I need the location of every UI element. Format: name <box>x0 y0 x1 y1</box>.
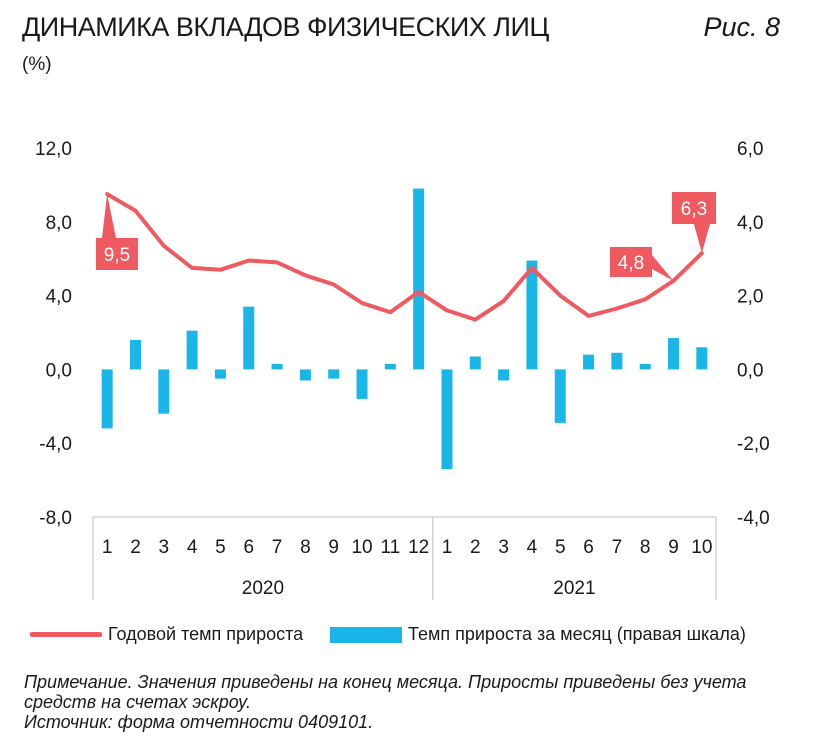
annotation-pointer <box>652 255 674 281</box>
y-right-tick-label: 2,0 <box>737 287 763 308</box>
footnote: Примечание. Значения приведены на конец … <box>24 672 794 732</box>
bar <box>668 338 680 370</box>
legend-item-line: Годовой темп прироста <box>30 624 303 645</box>
x-tick-label: 9 <box>668 537 679 558</box>
x-tick-label: 6 <box>583 537 594 558</box>
unit-label: (%) <box>22 54 52 75</box>
x-tick-label: 5 <box>215 537 226 558</box>
bar <box>583 354 595 370</box>
x-tick-label: 8 <box>300 537 311 558</box>
bar <box>611 352 623 370</box>
legend-bar-label: Темп прироста за месяц (правая шкала) <box>408 624 746 644</box>
x-tick-label: 10 <box>691 537 712 558</box>
bar <box>498 369 510 381</box>
bar <box>328 369 340 379</box>
bar <box>441 369 453 470</box>
bar <box>413 188 425 370</box>
chart-title: ДИНАМИКА ВКЛАДОВ ФИЗИЧЕСКИХ ЛИЦ <box>22 12 549 42</box>
legend-line-label: Годовой темп прироста <box>108 624 304 644</box>
x-tick-label: 6 <box>243 537 254 558</box>
bar <box>243 306 255 370</box>
x-tick-label: 2 <box>470 537 481 558</box>
x-tick-label: 8 <box>640 537 651 558</box>
x-tick-label: 9 <box>328 537 339 558</box>
x-tick-label: 1 <box>442 537 453 558</box>
footnote-line-1: Примечание. Значения приведены на конец … <box>24 672 747 692</box>
x-group-label: 2020 <box>242 578 284 599</box>
x-tick-label: 4 <box>527 537 538 558</box>
legend: Годовой темп прироста Темп прироста за м… <box>30 624 810 650</box>
x-tick-label: 7 <box>272 537 283 558</box>
footnote-line-2: средств на счетах эскроу. <box>24 692 251 712</box>
annotation-pointer <box>694 224 710 254</box>
annotation-box <box>672 192 716 224</box>
x-tick-label: 3 <box>498 537 509 558</box>
legend-line-swatch <box>30 632 102 637</box>
y-left-tick-label: 4,0 <box>46 287 72 308</box>
bar <box>186 330 198 370</box>
x-tick-label: 12 <box>408 537 429 558</box>
bar <box>384 363 396 370</box>
bar <box>214 369 226 379</box>
bar <box>101 369 113 429</box>
y-right-tick-label: -4,0 <box>737 508 770 529</box>
line-series <box>105 192 704 322</box>
y-right-tick-label: 0,0 <box>737 360 763 381</box>
legend-item-bar: Темп прироста за месяц (правая шкала) <box>330 624 746 645</box>
x-tick-label: 2 <box>130 537 141 558</box>
annotation-box <box>610 247 652 277</box>
x-group-label: 2021 <box>553 578 595 599</box>
bar <box>158 369 170 414</box>
x-tick-label: 11 <box>380 537 400 558</box>
annotation-pointer <box>102 194 116 238</box>
footnote-line-3: Источник: форма отчетности 0409101. <box>24 712 374 732</box>
x-tick-label: 10 <box>351 537 372 558</box>
bar <box>299 369 311 381</box>
bar <box>469 356 481 370</box>
x-tick-label: 7 <box>612 537 623 558</box>
bar <box>639 363 651 370</box>
bar <box>696 347 708 370</box>
x-tick-label: 1 <box>102 537 113 558</box>
figure-label: Рис. 8 <box>703 12 780 42</box>
y-right-tick-label: 4,0 <box>737 213 763 234</box>
x-tick-label: 3 <box>159 537 170 558</box>
x-tick-label: 5 <box>555 537 566 558</box>
bar <box>356 369 368 399</box>
annotation-label: 9,5 <box>104 245 130 266</box>
y-left-tick-label: 8,0 <box>46 213 72 234</box>
bar <box>271 363 283 370</box>
legend-bar-swatch <box>330 626 402 643</box>
y-left-tick-label: -4,0 <box>39 434 72 455</box>
annotation-label: 4,8 <box>618 253 644 274</box>
bar <box>554 369 566 423</box>
x-tick-label: 4 <box>187 537 198 558</box>
annotation-box <box>96 238 138 270</box>
y-left-tick-label: 0,0 <box>46 360 72 381</box>
bar <box>129 339 141 370</box>
annotation-label: 6,3 <box>681 199 707 220</box>
y-right-tick-label: -2,0 <box>737 434 770 455</box>
y-left-tick-label: 12,0 <box>35 139 72 160</box>
y-left-tick-label: -8,0 <box>39 508 72 529</box>
chart-svg: 12,0 8,0 4,0 0,0 -4,0 -8,0 6,0 4,0 2,0 0,0 -2,0 -4,… <box>35 139 770 600</box>
bar <box>526 260 538 370</box>
y-right-tick-label: 6,0 <box>737 139 763 160</box>
